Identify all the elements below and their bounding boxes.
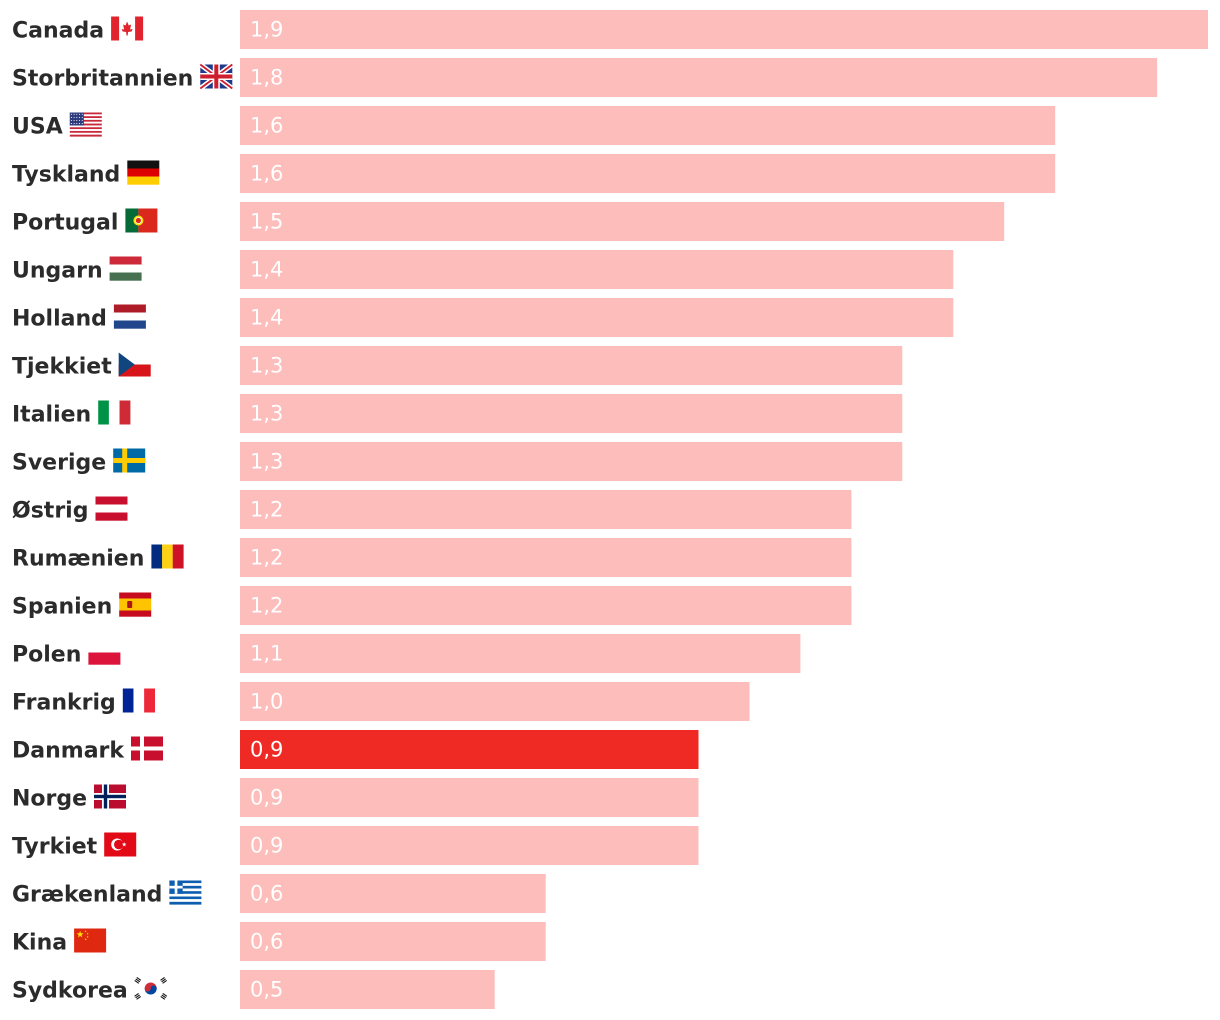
value-label: 1,1 [250, 642, 283, 666]
bar-spanien [240, 586, 852, 625]
spain-flag-icon [119, 592, 152, 617]
country-label: Tyrkiet [12, 835, 98, 860]
value-label: 0,6 [250, 882, 283, 906]
country-label: Frankrig [12, 691, 116, 716]
hungary-flag-icon [109, 256, 142, 281]
poland-flag-icon [88, 640, 121, 665]
canada-flag-icon [111, 16, 144, 41]
romania-flag-icon [151, 544, 184, 569]
czech-flag-icon [118, 352, 151, 377]
bar-tyrkiet [240, 826, 699, 865]
value-label: 0,9 [250, 834, 283, 858]
south-korea-flag-icon [134, 976, 168, 1001]
value-label: 1,5 [250, 210, 283, 234]
country-label: Kina [12, 931, 67, 956]
france-flag-icon [122, 688, 155, 713]
italy-flag-icon [98, 400, 131, 425]
bar-portugal [240, 202, 1005, 241]
bar-grækenland [240, 874, 546, 913]
uk-flag-icon [198, 62, 234, 91]
sweden-flag-icon [113, 448, 146, 473]
country-label: Sydkorea [12, 979, 128, 1004]
value-label: 1,2 [250, 594, 283, 618]
bar-storbritannien [240, 58, 1158, 97]
country-label: Norge [12, 787, 87, 812]
value-label: 1,9 [250, 18, 283, 42]
usa-flag-icon [69, 112, 102, 137]
value-label: 0,9 [250, 786, 283, 810]
value-label: 1,3 [250, 402, 283, 426]
country-label: Storbritannien [12, 67, 193, 92]
denmark-flag-icon [131, 736, 163, 761]
bar-østrig [240, 490, 852, 529]
value-label: 0,6 [250, 930, 283, 954]
bar-norge [240, 778, 699, 817]
bar-ungarn [240, 250, 954, 289]
country-label: Sverige [12, 451, 106, 476]
bar-holland [240, 298, 954, 337]
country-label: Østrig [12, 499, 88, 524]
value-label: 0,9 [250, 738, 283, 762]
country-label: Canada [12, 19, 104, 44]
bar-frankrig [240, 682, 750, 721]
bar-rumænien [240, 538, 852, 577]
bar-canada [240, 10, 1208, 49]
value-label: 1,2 [250, 498, 283, 522]
bar-tyskland [240, 154, 1056, 193]
bar-danmark [240, 730, 699, 769]
turkey-flag-icon [104, 832, 137, 857]
bar-polen [240, 634, 801, 673]
country-label: Grækenland [12, 883, 162, 908]
value-label: 1,4 [250, 306, 283, 330]
country-label: Ungarn [12, 259, 103, 284]
country-label: USA [12, 115, 63, 140]
country-label: Holland [12, 307, 107, 332]
country-label: Italien [12, 403, 91, 428]
value-label: 1,3 [250, 354, 283, 378]
portugal-flag-icon [125, 208, 158, 233]
bar-sydkorea [240, 970, 495, 1009]
bar-kina [240, 922, 546, 961]
value-label: 1,6 [250, 162, 283, 186]
country-label: Danmark [12, 739, 125, 764]
value-label: 1,3 [250, 450, 283, 474]
country-label: Polen [12, 643, 81, 668]
germany-flag-icon [127, 160, 160, 185]
value-label: 1,8 [250, 66, 283, 90]
value-label: 1,0 [250, 690, 283, 714]
netherlands-flag-icon [113, 304, 146, 329]
bar-usa [240, 106, 1056, 145]
country-label: Spanien [12, 595, 112, 620]
country-label: Tyskland [12, 163, 120, 188]
bar-sverige [240, 442, 903, 481]
value-label: 1,6 [250, 114, 283, 138]
value-label: 0,5 [250, 978, 283, 1002]
china-flag-icon [74, 928, 107, 953]
greece-flag-icon [169, 880, 202, 905]
country-label: Tjekkiet [12, 355, 112, 380]
country-label: Portugal [12, 211, 118, 236]
value-label: 1,4 [250, 258, 283, 282]
austria-flag-icon [95, 496, 128, 521]
norway-flag-icon [94, 784, 126, 809]
bar-italien [240, 394, 903, 433]
country-label: Rumænien [12, 547, 144, 572]
value-label: 1,2 [250, 546, 283, 570]
bar-tjekkiet [240, 346, 903, 385]
